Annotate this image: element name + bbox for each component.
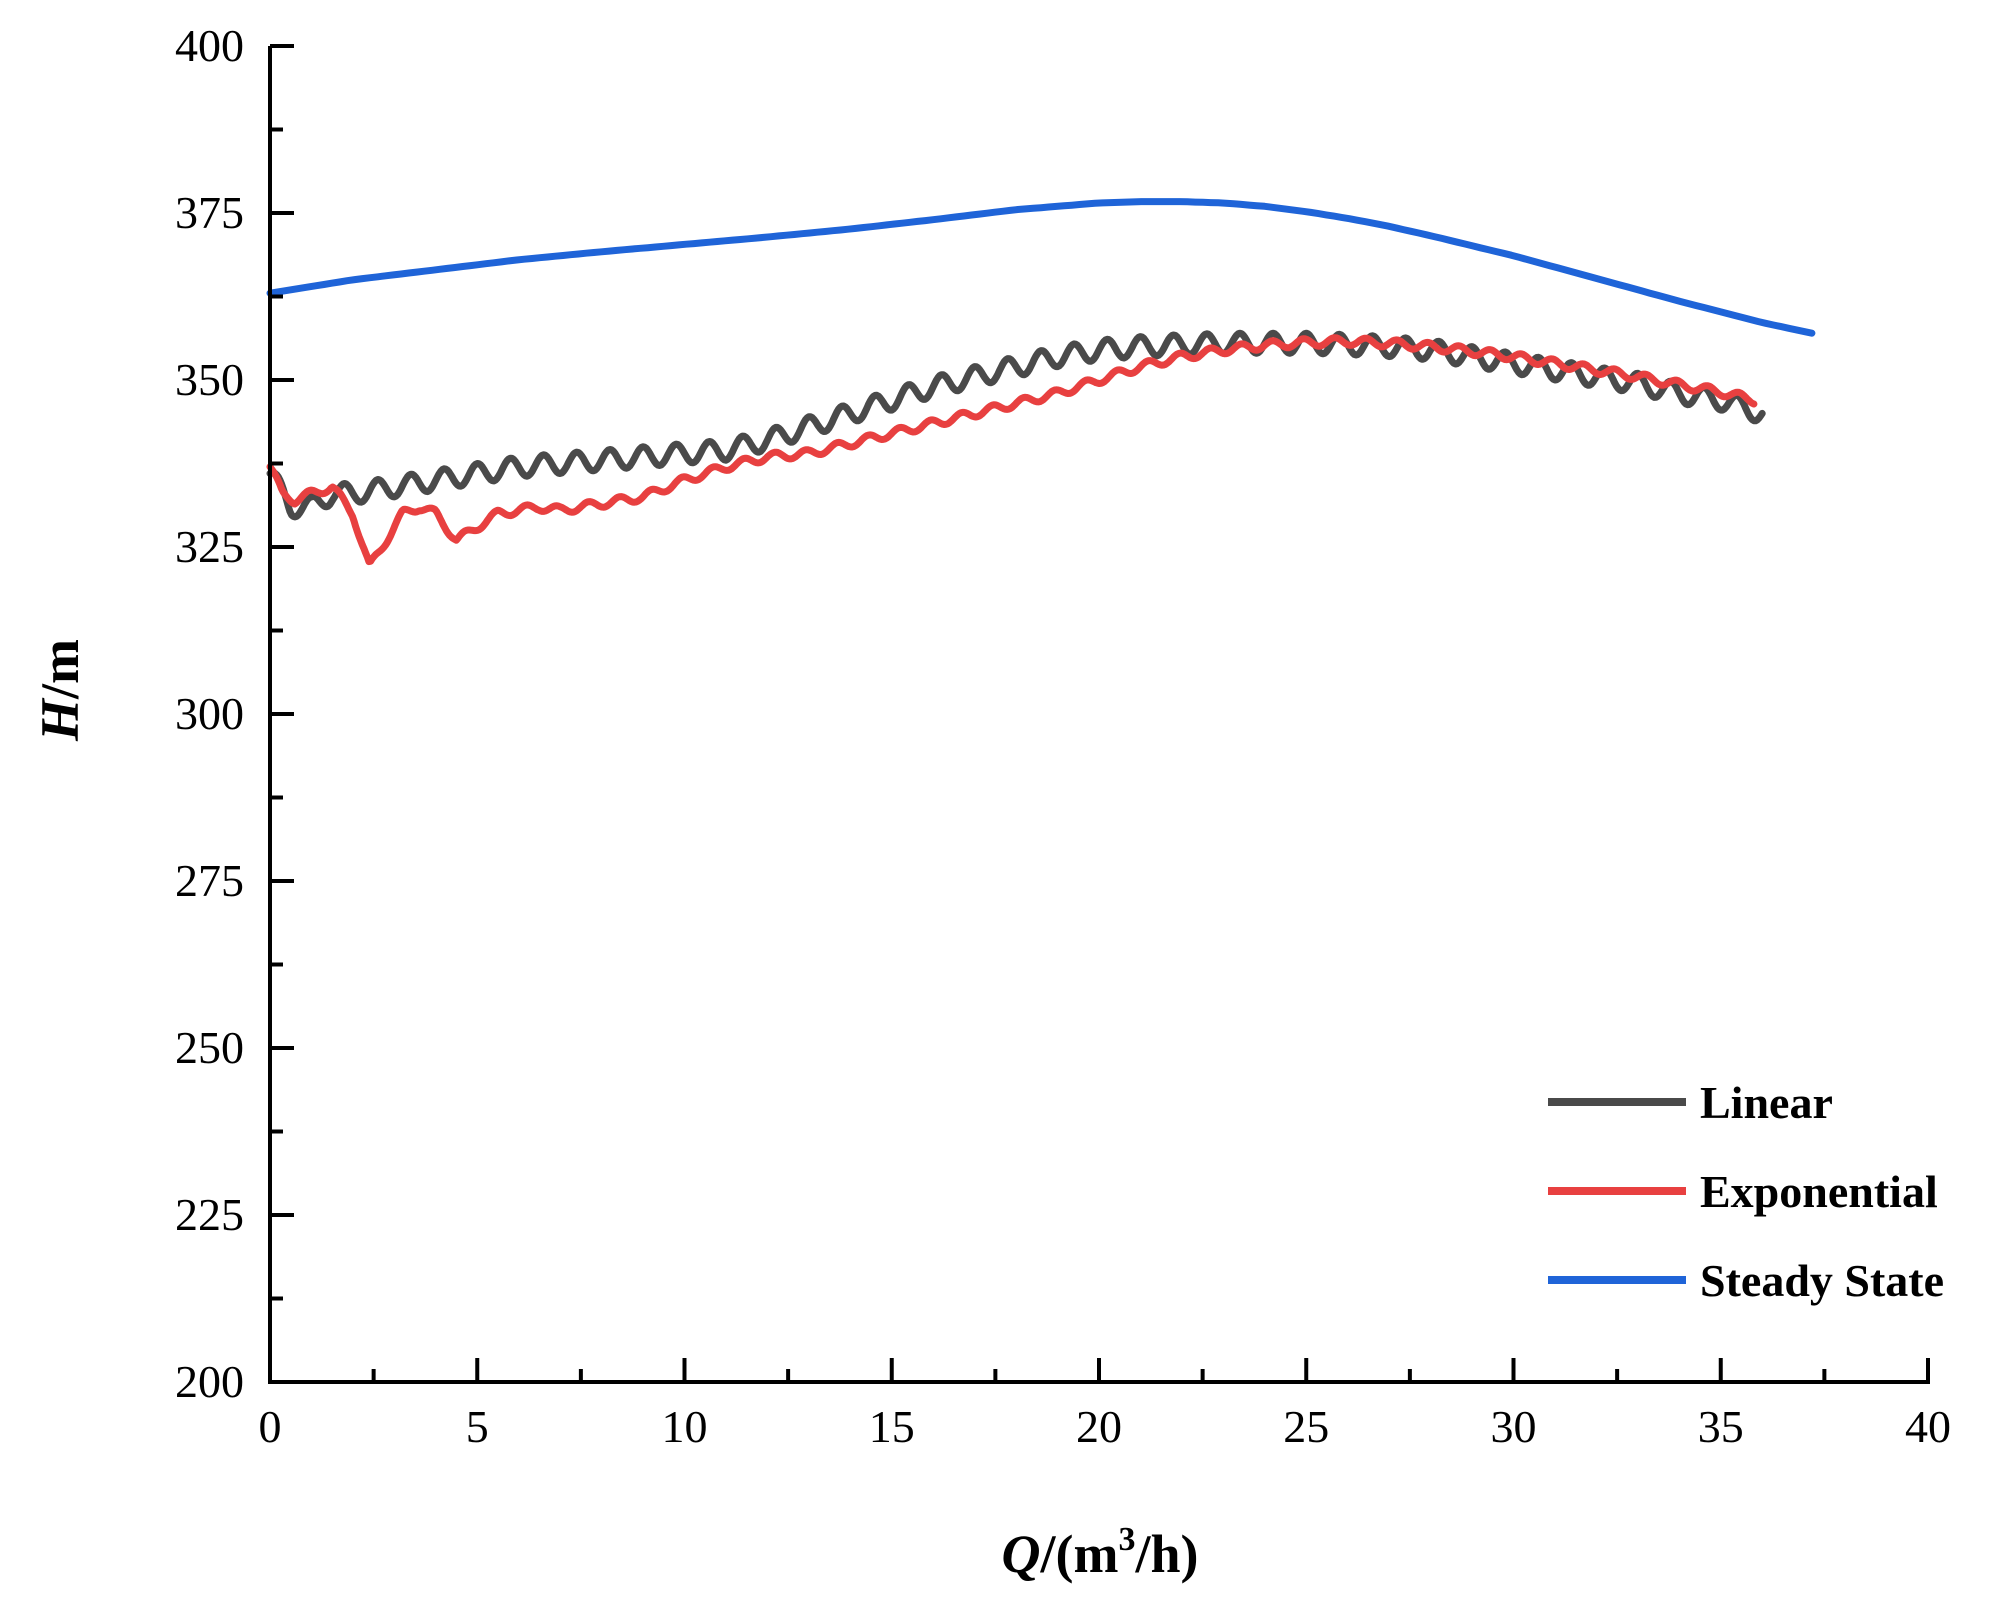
y-tick-label: 325 [175,521,244,572]
x-tick-label: 10 [662,1401,708,1452]
ticks-layer [268,44,1930,1384]
x-tick-label: 5 [466,1401,489,1452]
y-tick-label: 350 [175,354,244,405]
y-axis-title: H/m [30,639,90,742]
legend-label-steady-state: Steady State [1700,1255,1944,1306]
series-layer [266,198,1816,566]
series-line-linear [266,329,1766,521]
x-tick-label: 15 [869,1401,915,1452]
y-tick-label: 225 [175,1189,244,1240]
y-tick-label: 400 [175,20,244,71]
y-tick-label: 375 [175,187,244,238]
x-tick-label: 20 [1076,1401,1122,1452]
y-tick-label: 300 [175,688,244,739]
x-tick-label: 35 [1698,1401,1744,1452]
x-axis-var: Q [1002,1524,1041,1584]
legend-label-linear: Linear [1700,1077,1833,1128]
legend-label-exponential: Exponential [1700,1166,1938,1217]
x-tick-label: 0 [259,1401,282,1452]
x-axis-unit-close: /h) [1134,1524,1198,1584]
x-tick-label: 25 [1283,1401,1329,1452]
series-line-steady-state [266,198,1816,337]
y-tick-label: 275 [175,855,244,906]
series-line-exponential [266,334,1758,566]
legend: Linear Exponential Steady State [1548,1077,1944,1306]
x-axis-title: Q/(m3/h) [1002,1521,1199,1584]
x-tick-label: 40 [1905,1401,1951,1452]
x-tick-label: 30 [1491,1401,1537,1452]
y-axis-var: H [30,697,90,742]
y-tick-label: 200 [175,1356,244,1407]
tick-labels-layer: 200 225 250 275 300 325 350 375 400 0 5 10 15 20 25 30 3… [175,20,1951,1452]
x-axis-unit-sup: 3 [1118,1521,1135,1558]
y-axis-unit: /m [30,639,90,700]
x-axis-unit-open: /(m [1040,1524,1119,1584]
y-tick-label: 250 [175,1022,244,1073]
axes-layer [268,46,1930,1384]
